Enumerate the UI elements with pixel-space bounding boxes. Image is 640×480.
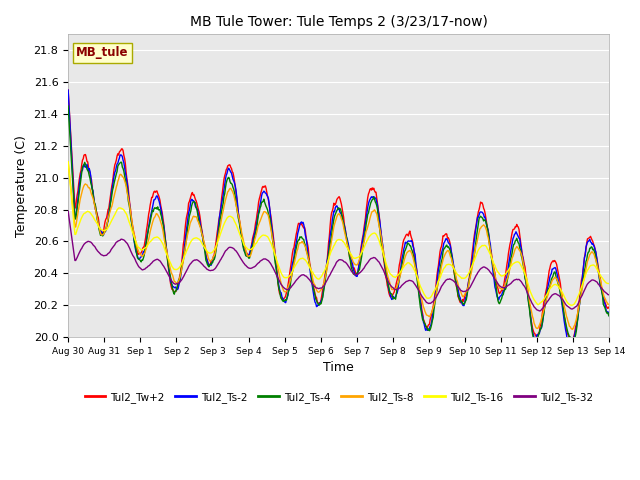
Y-axis label: Temperature (C): Temperature (C) <box>15 135 28 237</box>
Tul2_Ts-32 <box>130 254 138 260</box>
Tul2_Tw+2 <box>74 188 82 194</box>
Tul2_Ts-16 <box>605 281 613 287</box>
Tul2_Ts-16 <box>213 240 221 246</box>
Tul2_Ts-32 <box>420 297 428 302</box>
Tul2_Ts-32 <box>605 292 613 298</box>
Tul2_Tw+2 <box>213 230 221 236</box>
Tul2_Ts-8 <box>605 302 613 308</box>
Tul2_Ts-2 <box>64 87 72 93</box>
Tul2_Ts-16 <box>130 233 138 239</box>
Tul2_Ts-32 <box>74 252 82 258</box>
Tul2_Ts-16 <box>64 159 72 165</box>
Tul2_Ts-16 <box>404 260 412 265</box>
Line: Tul2_Tw+2: Tul2_Tw+2 <box>68 90 609 344</box>
Tul2_Ts-16 <box>568 302 575 308</box>
Line: Tul2_Ts-32: Tul2_Ts-32 <box>68 211 609 311</box>
Tul2_Ts-4 <box>605 313 613 319</box>
Tul2_Ts-32 <box>64 208 72 214</box>
Tul2_Ts-2 <box>185 210 193 216</box>
Tul2_Ts-2 <box>130 234 138 240</box>
Tul2_Ts-32 <box>404 278 412 284</box>
Tul2_Tw+2 <box>130 228 138 234</box>
Tul2_Ts-2 <box>74 194 82 200</box>
Tul2_Tw+2 <box>605 305 613 311</box>
Tul2_Ts-4 <box>185 219 193 225</box>
Tul2_Ts-4 <box>420 320 428 325</box>
X-axis label: Time: Time <box>323 361 354 374</box>
Tul2_Ts-4 <box>130 232 138 238</box>
Tul2_Ts-8 <box>568 326 576 332</box>
Tul2_Tw+2 <box>404 233 412 239</box>
Tul2_Ts-2 <box>213 237 221 242</box>
Line: Tul2_Ts-16: Tul2_Ts-16 <box>68 162 609 305</box>
Tul2_Tw+2 <box>64 87 72 93</box>
Tul2_Ts-16 <box>74 225 82 230</box>
Line: Tul2_Ts-2: Tul2_Ts-2 <box>68 90 609 344</box>
Tul2_Ts-8 <box>420 306 428 312</box>
Tul2_Ts-4 <box>404 241 412 247</box>
Tul2_Ts-2 <box>420 321 428 327</box>
Tul2_Ts-8 <box>404 248 412 254</box>
Tul2_Ts-32 <box>213 263 221 268</box>
Tul2_Ts-32 <box>185 264 193 269</box>
Tul2_Tw+2 <box>567 341 575 347</box>
Tul2_Ts-2 <box>567 341 575 347</box>
Tul2_Ts-4 <box>532 342 540 348</box>
Tul2_Ts-2 <box>404 238 412 244</box>
Tul2_Ts-8 <box>130 230 138 236</box>
Tul2_Tw+2 <box>420 319 428 324</box>
Tul2_Ts-4 <box>213 239 221 245</box>
Tul2_Ts-32 <box>536 308 544 314</box>
Tul2_Ts-16 <box>420 291 428 297</box>
Tul2_Ts-2 <box>605 313 613 319</box>
Title: MB Tule Tower: Tule Temps 2 (3/23/17-now): MB Tule Tower: Tule Temps 2 (3/23/17-now… <box>190 15 488 29</box>
Tul2_Ts-4 <box>74 200 82 206</box>
Legend: Tul2_Tw+2, Tul2_Ts-2, Tul2_Ts-4, Tul2_Ts-8, Tul2_Ts-16, Tul2_Ts-32: Tul2_Tw+2, Tul2_Ts-2, Tul2_Ts-4, Tul2_Ts… <box>81 388 597 407</box>
Text: MB_tule: MB_tule <box>76 47 129 60</box>
Tul2_Ts-8 <box>74 210 82 216</box>
Tul2_Ts-16 <box>185 244 193 250</box>
Line: Tul2_Ts-4: Tul2_Ts-4 <box>68 106 609 345</box>
Tul2_Ts-8 <box>213 240 221 245</box>
Line: Tul2_Ts-8: Tul2_Ts-8 <box>68 162 609 329</box>
Tul2_Ts-8 <box>185 228 193 234</box>
Tul2_Ts-8 <box>64 159 72 165</box>
Tul2_Tw+2 <box>185 200 193 206</box>
Tul2_Ts-4 <box>64 103 72 109</box>
